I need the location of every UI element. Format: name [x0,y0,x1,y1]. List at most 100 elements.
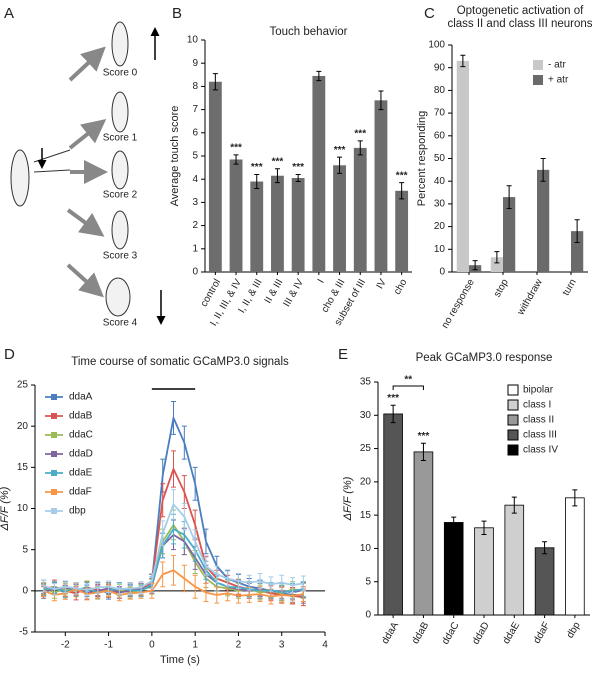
x-tick-label: dbp [565,620,583,640]
y-tick-label: 60 [434,130,446,141]
y-tick-label: 4 [192,174,198,185]
y-tick-label: 90 [434,62,446,73]
x-tick-label: III & IV [282,277,307,309]
arrow [66,208,105,237]
error-bar [572,489,578,507]
y-tick-label: 20 [360,476,372,487]
y-tick-label: 30 [360,410,372,421]
x-tick-label: ddaD [470,620,491,646]
x-axis-title: Time (s) [160,654,200,666]
legend-label: ddaD [69,449,93,460]
significance: *** [396,170,408,181]
chart-title: Time course of somatic GCaMP3.0 signals [71,356,289,368]
error-bar [274,168,280,184]
larva [105,277,131,317]
y-tick-label: 50 [434,153,446,164]
bar [443,522,464,616]
x-tick-label: ddaB [410,620,431,646]
score-label: Score 1 [103,133,138,144]
error-bar [574,219,580,243]
y-axis-title: ΔF/F (%) [342,476,354,521]
x-tick-label: 2 [236,640,242,651]
y-tick-label: 0 [192,267,198,278]
legend-swatch [507,444,519,456]
legend-marker [51,394,57,400]
bar [534,547,555,616]
error-bar [494,251,500,264]
panel-a-diagram: Score 0 Score 1 Score 2 Score 3 Score 4 [10,21,166,329]
larva [111,150,129,190]
x-tick-label: ddaF [532,620,553,645]
y-axis-title: ΔF/F (%) [0,486,11,531]
y-tick-label: 25 [17,380,29,391]
arrow [66,263,104,298]
probe [33,149,71,163]
y-tick-label: 25 [360,443,372,454]
significance: *** [387,393,399,404]
chart-title: Touch behavior [270,26,348,38]
significance: *** [418,431,430,442]
x-tick-label: withdraw [515,277,545,318]
error-bar [399,182,405,200]
significance: *** [230,142,242,153]
legend-label: ddaB [69,411,93,422]
score-label: Score 2 [103,190,138,201]
y-tick-label: 0 [365,610,371,621]
bar [291,178,305,272]
error-bar [460,54,466,68]
y-tick-label: 10 [434,244,446,255]
error-bar [481,520,487,535]
score-label: Score 4 [103,318,138,329]
y-tick-label: 5 [192,151,198,162]
y-tick-label: 10 [17,503,29,514]
series-line [43,502,304,591]
bar [474,527,494,616]
y-axis-title: Average touch score [169,106,181,207]
x-tick-label: 0 [149,640,155,651]
x-tick-label: cho [392,277,410,297]
panel-label: A [4,5,14,22]
y-tick-label: 5 [365,576,371,587]
legend-label: class II [523,415,554,426]
bar [537,169,550,272]
legend-label: ddaA [69,392,93,403]
arrow [68,46,106,82]
bar [353,147,367,272]
y-tick-label: -5 [19,627,28,638]
bar [571,231,584,272]
y-tick-label: 15 [360,510,372,521]
legend-label: dbp [69,506,86,517]
error-bar [420,442,426,462]
legend-label: class I [523,400,551,411]
y-tick-label: 35 [360,377,372,388]
legend-marker [51,489,57,495]
x-tick-label: I [316,277,327,285]
legend-label: + atr [548,75,569,86]
y-tick-label: 20 [434,221,446,232]
error-bar [212,73,218,91]
legend-swatch [533,60,543,70]
error-bar [542,541,548,555]
bar [490,257,503,272]
error-bar [357,140,363,156]
score-label: Score 0 [103,68,138,79]
x-tick-label: turn [561,277,579,297]
y-tick-label: 70 [434,108,446,119]
legend-swatch [507,414,519,426]
significance: *** [272,156,284,167]
legend-marker [51,508,57,514]
y-tick-label: 6 [192,127,198,138]
y-tick-label: 30 [434,199,446,210]
legend-label: ddaC [69,430,93,441]
y-tick-label: 1 [192,243,198,254]
y-tick-label: 40 [434,176,446,187]
chart-title: Peak GCaMP3.0 response [416,352,553,364]
bar [504,504,525,616]
significance: *** [292,162,304,173]
comparison-bracket [392,385,424,390]
y-tick-label: 100 [428,40,445,51]
y-tick-label: 5 [22,544,28,555]
bar [374,100,388,272]
x-tick-label: -2 [61,640,70,651]
